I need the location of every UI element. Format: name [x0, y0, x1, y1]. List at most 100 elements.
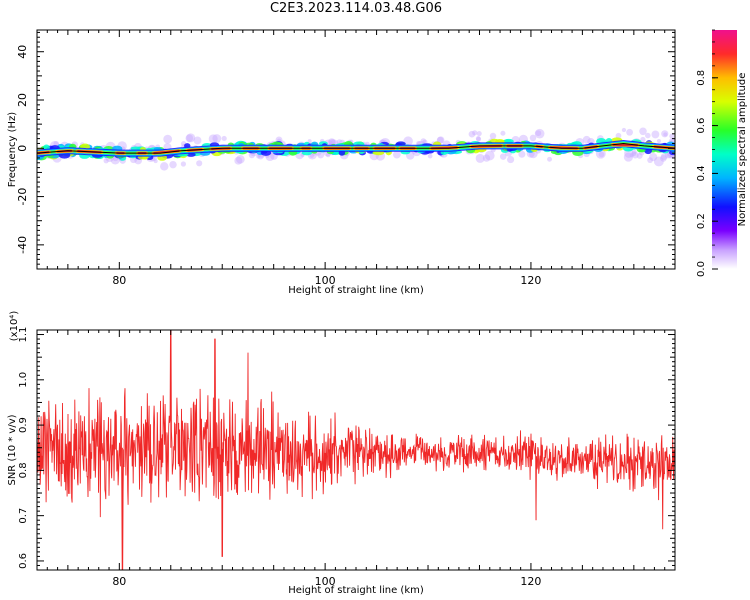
- heatmap-halo: [615, 132, 622, 139]
- snr-series-line: [37, 330, 675, 570]
- heatmap-halo: [500, 130, 506, 136]
- colorbar-label: Normalized spectral amplitude: [737, 73, 748, 227]
- heatmap-ridge-line: [37, 142, 675, 154]
- heatmap-halo: [482, 154, 491, 162]
- heatmap-halo: [236, 154, 245, 164]
- heatmap-halo: [185, 134, 194, 143]
- bottom-x-axis-label: Height of straight line (km): [288, 585, 424, 596]
- heatmap-halo: [656, 138, 662, 144]
- heatmap-halo: [196, 160, 203, 167]
- heatmap-halo: [640, 136, 646, 143]
- heatmap-halo: [639, 127, 647, 136]
- heatmap-halo: [475, 153, 485, 163]
- bottom-y-axis-label: SNR (10 * v/v): [7, 414, 18, 485]
- heatmap-halo: [636, 152, 643, 159]
- top-x-tick-label: 100: [315, 274, 336, 287]
- heatmap-halo: [256, 154, 261, 159]
- heatmap-halo: [437, 136, 445, 144]
- figure-title: C2E3.2023.114.03.48.G06: [269, 1, 443, 16]
- heatmap-halo: [307, 139, 312, 144]
- bottom-y-tick-label: 0.6: [18, 553, 29, 569]
- heatmap-halo: [547, 156, 552, 162]
- top-x-tick-label: 120: [520, 274, 541, 287]
- top-y-tick-label: -40: [16, 236, 29, 254]
- colorbar-tick-label: 0.4: [696, 165, 707, 181]
- heatmap-halo: [208, 134, 218, 144]
- bottom-y-tick-label: 1.0: [18, 372, 29, 388]
- heatmap-halo: [623, 152, 633, 162]
- bottom-x-tick-label: 100: [315, 575, 336, 588]
- heatmap-halo: [660, 154, 667, 162]
- heatmap-halo: [661, 130, 669, 138]
- heatmap-halo: [234, 156, 243, 165]
- heatmap-halo: [476, 136, 482, 142]
- heatmap-halo: [598, 151, 605, 158]
- heatmap-halo: [169, 160, 177, 169]
- heatmap-halo: [529, 134, 537, 142]
- heatmap-halo: [660, 153, 668, 160]
- heatmap-halo: [328, 138, 336, 146]
- heatmap-halo: [186, 133, 196, 143]
- heatmap-halo: [645, 132, 651, 139]
- colorbar-tick-label: 0.2: [696, 213, 707, 229]
- top-y-tick-label: -20: [16, 188, 29, 206]
- heatmap-halo: [193, 136, 202, 145]
- colorbar-tick-label: 0.0: [696, 261, 707, 277]
- heatmap-halo: [629, 153, 634, 158]
- heatmap-halo: [221, 135, 227, 142]
- top-y-tick-label: 40: [16, 45, 29, 59]
- heatmap-halo: [534, 128, 545, 139]
- heatmap-halo: [153, 159, 158, 164]
- bottom-y-tick-label: 0.7: [18, 508, 29, 524]
- top-y-tick-label: 20: [16, 93, 29, 107]
- top-x-tick-label: 80: [112, 274, 126, 287]
- heatmap-halo: [163, 134, 173, 144]
- top-y-axis-label: Frequency (Hz): [7, 112, 18, 188]
- heatmap-halo: [631, 151, 639, 159]
- heatmap-halo: [476, 130, 482, 137]
- heatmap-halo: [626, 128, 633, 136]
- heatmap-layer: [37, 127, 675, 171]
- heatmap-halo: [103, 158, 109, 164]
- heatmap-halo: [180, 161, 187, 167]
- bottom-y-multiplier: (x10⁴): [9, 311, 20, 342]
- heatmap-halo: [631, 149, 637, 155]
- heatmap-halo: [160, 162, 169, 171]
- bottom-x-tick-label: 80: [112, 575, 126, 588]
- heatmap-halo: [53, 141, 59, 147]
- bottom-x-tick-label: 120: [520, 575, 541, 588]
- colorbar-tick-label: 0.8: [696, 70, 707, 86]
- colorbar: [712, 30, 737, 269]
- heatmap-halo: [472, 130, 478, 136]
- heatmap-cell: [130, 146, 142, 151]
- heatmap-halo: [475, 136, 481, 141]
- heatmap-halo: [535, 130, 542, 137]
- heatmap-halo: [631, 150, 637, 157]
- heatmap-halo: [649, 152, 658, 162]
- top-y-tick-label: 0: [16, 145, 29, 152]
- heatmap-halo: [651, 130, 660, 139]
- heatmap-halo: [669, 133, 675, 139]
- heatmap-halo: [468, 130, 476, 138]
- heatmap-halo: [392, 150, 401, 159]
- heatmap-halo: [309, 153, 314, 158]
- heatmap-halo: [420, 138, 427, 144]
- heatmap-halo: [427, 153, 433, 159]
- heatmap-halo: [653, 156, 664, 167]
- heatmap-halo: [484, 150, 495, 161]
- heatmap-halo: [518, 150, 526, 158]
- heatmap-halo: [621, 127, 627, 133]
- heatmap-halo: [582, 135, 591, 144]
- top-x-axis-label: Height of straight line (km): [288, 285, 424, 296]
- heatmap-halo: [317, 151, 325, 159]
- heatmap-halo: [489, 132, 497, 140]
- colorbar-tick-label: 0.6: [696, 118, 707, 134]
- bottom-y-tick-label: 0.8: [18, 462, 29, 478]
- heatmap-halo: [499, 153, 507, 160]
- heatmap-halo: [663, 132, 668, 137]
- heatmap-halo: [507, 155, 515, 164]
- heatmap-halo: [647, 157, 653, 164]
- bottom-y-tick-label: 0.9: [18, 417, 29, 433]
- bottom-y-tick-label: 1.1: [18, 327, 29, 343]
